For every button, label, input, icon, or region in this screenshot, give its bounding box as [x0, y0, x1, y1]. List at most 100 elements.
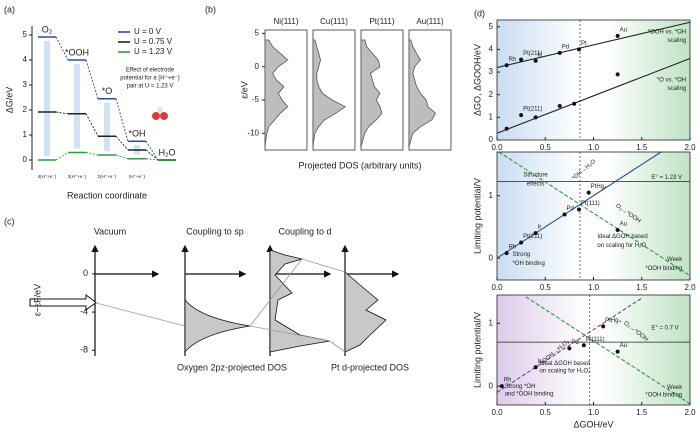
connector [115, 135, 129, 151]
x-tick-label: 1.5 [636, 143, 648, 152]
data-point [504, 126, 509, 131]
annotation: Ideal ΔGOH based [597, 234, 647, 240]
connector [85, 152, 99, 156]
point-label: Pt(211) [523, 107, 542, 113]
annotation: Effect of electrode [126, 68, 175, 74]
y-tick-label: 5 [489, 22, 494, 31]
connector [85, 59, 99, 99]
y-axis-label: ΔG/eV [4, 87, 14, 114]
background [497, 295, 690, 405]
dos-curve [264, 39, 289, 147]
annotation: *O vs. *OH [657, 78, 686, 84]
molecule-icon [152, 107, 168, 120]
panel-title: Pt(111) [369, 17, 394, 26]
d-dos [269, 249, 331, 353]
x-tick-label: 1.0 [588, 143, 600, 152]
state-label: *O [102, 86, 113, 96]
y-axis-label: ε/eV [239, 81, 249, 99]
point-label: Ir [538, 359, 542, 365]
data-point [533, 231, 538, 236]
annotation: effects [527, 182, 545, 188]
x-tick-label: 2.0 [684, 408, 696, 417]
annotation: Ideal ΔGOH based [539, 361, 589, 367]
data-point [557, 50, 562, 55]
background [497, 20, 690, 140]
panel-title: Cu(111) [320, 17, 348, 26]
annotation: and *OOH binding [505, 392, 554, 398]
annotation: pair at U = 1.23 V [127, 84, 174, 90]
data-point [499, 384, 504, 389]
legend-label: U = 0.75 V [134, 37, 173, 46]
caption: Pt d-projected DOS [331, 362, 409, 372]
x-tick-label: 2.0 [684, 143, 696, 152]
x-tick-label: 1.5 [636, 283, 648, 292]
caption: Oxygen 2pz-projected DOS [177, 362, 287, 372]
y-tick-label: -5 [252, 95, 260, 104]
annotation: Strong [512, 252, 530, 258]
x-tick-label: 0.5 [540, 408, 552, 417]
panel-label: (c) [4, 216, 15, 226]
column-title: Coupling to sp [186, 226, 244, 236]
fit-line [496, 151, 662, 259]
x-axis-label: ΔGOH/eV [573, 419, 613, 429]
data-point [615, 72, 620, 77]
point-label: Au [620, 222, 627, 228]
point-label: Rh [509, 245, 517, 251]
plot-frame [496, 294, 691, 406]
panel-c [29, 244, 400, 356]
x-tick-label: 1.5 [636, 408, 648, 417]
panel-label: (b) [205, 4, 216, 14]
data-point [519, 113, 524, 118]
connector [115, 154, 129, 160]
y-tick-label: 4 [23, 55, 28, 64]
point-label: Pt [581, 41, 587, 47]
y-tick-label: 0 [489, 381, 494, 390]
x-tick-label: 0.5 [540, 143, 552, 152]
y-tick-label: 3 [489, 67, 494, 76]
legend-label: U = 1.23 V [134, 47, 173, 56]
y-tick-label: -10 [247, 128, 259, 137]
annotation: *OH binding [512, 261, 544, 267]
y-axis-label: Limiting potential/V [472, 178, 482, 254]
dos-curve [408, 39, 437, 147]
point-label: Pt(111) [586, 337, 605, 343]
data-point [615, 228, 620, 233]
x-tick-label: 2.0 [684, 283, 696, 292]
state-label: *OOH [65, 47, 89, 57]
data-point [504, 63, 509, 68]
pt-d-dos [344, 271, 387, 353]
y-tick-label: 2 [23, 105, 28, 114]
data-point [577, 47, 582, 52]
annotation: Structure [523, 173, 548, 179]
data-point [562, 212, 567, 217]
connector [85, 113, 99, 137]
x-tick-label: 2(H⁺+e⁻) [98, 174, 117, 179]
connector [115, 98, 129, 142]
annotation: Week [667, 385, 683, 391]
y-tick-label: 0 [489, 135, 494, 144]
legend-label: U = 0 V [134, 27, 162, 36]
connector [145, 149, 159, 161]
fit-line [496, 297, 643, 393]
annotation: *OOH binding [645, 393, 682, 399]
point-label: Pd [571, 340, 578, 346]
point-label: Au [620, 27, 627, 33]
shift-arrow [74, 64, 80, 149]
annotation: on scaling for H₂O₂ [539, 368, 591, 374]
plot-frame [496, 151, 691, 281]
y-tick-label: 1 [23, 130, 28, 139]
data-point [567, 346, 572, 351]
column-title: Vacuum [94, 226, 126, 236]
y-axis-label: ε−εF/eV [32, 284, 42, 316]
x-tick-label: 0.5 [540, 283, 552, 292]
y-tick-label: 0 [489, 253, 494, 262]
x-tick-label: 0.0 [491, 143, 503, 152]
x-axis-label: Reaction coordinate [67, 190, 147, 200]
data-point [504, 251, 509, 256]
state-label: *OH [128, 129, 145, 139]
data-point [533, 58, 538, 63]
fit-line [525, 296, 691, 405]
y-tick-label: 5 [255, 28, 260, 37]
annotation: Week [667, 257, 683, 263]
